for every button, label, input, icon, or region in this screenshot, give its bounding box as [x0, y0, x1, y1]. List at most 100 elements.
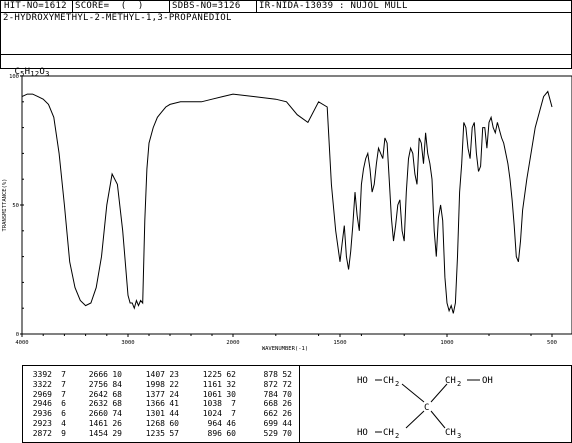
peak-transmittance: 30 — [226, 389, 236, 399]
peak-row: 1407 23 — [139, 370, 179, 380]
peak-wavenumber: 1366 — [145, 399, 165, 409]
peak-transmittance: 60 — [226, 428, 236, 438]
label-ch3-sub: 3 — [457, 432, 461, 440]
y-tick-label-50: 50 — [12, 203, 19, 209]
peak-transmittance: 68 — [112, 399, 122, 409]
table-structure-divider — [299, 366, 300, 442]
peak-transmittance: 70 — [282, 389, 292, 399]
peak-wavenumber: 699 — [263, 418, 278, 428]
label-ch3: CH — [445, 428, 456, 438]
formula-o-sub: 3 — [45, 70, 50, 78]
peak-transmittance: 10 — [112, 370, 122, 379]
peak-wavenumber: 2642 — [88, 389, 108, 399]
header-sep-1 — [72, 1, 73, 12]
x-axis-label: WAVENUMBER(-1) — [262, 346, 308, 352]
peak-row: 1225 62 — [196, 370, 236, 380]
peak-transmittance: 44 — [282, 418, 292, 428]
peak-transmittance: 26 — [282, 409, 292, 419]
peak-row: 1461 26 — [82, 419, 122, 429]
x-tick-label-2000: 2000 — [226, 340, 239, 346]
x-tick-label-3000: 3000 — [121, 340, 134, 346]
ir-info: IR-NIDA-13039 : NUJOL MULL — [259, 1, 408, 11]
peak-wavenumber: 3322 — [32, 379, 52, 389]
peak-row: 2872 9 — [26, 429, 66, 439]
peak-column: 2666 10 2756 84 2642 68 2632 68 2660 74 1461 26 1454… — [82, 370, 122, 439]
structure-diagram: HO CH 2 CH 2 OH C HO CH 2 CH 3 — [357, 376, 493, 440]
peak-row: 896 60 — [196, 429, 236, 439]
peak-wavenumber: 2666 — [88, 370, 108, 379]
formula-c: C — [14, 67, 21, 77]
peak-wavenumber: 964 — [207, 418, 222, 428]
peak-transmittance: 52 — [282, 370, 292, 379]
peak-wavenumber: 1235 — [145, 428, 165, 438]
peak-row: 662 26 — [252, 409, 292, 419]
ir-spectrum-chart: 4000 3000 2000 1500 1000 500 0 50 100 WAVENUMBER(… — [2, 74, 572, 352]
peak-row: 2660 74 — [82, 409, 122, 419]
formula-c-sub: 5 — [20, 70, 25, 78]
peak-transmittance: 74 — [112, 409, 122, 419]
peak-row: 3392 7 — [26, 370, 66, 380]
x-tick-label-4000: 4000 — [15, 340, 28, 346]
peak-wavenumber: 1998 — [145, 379, 165, 389]
peak-wavenumber: 1301 — [145, 409, 165, 419]
peak-transmittance: 84 — [112, 379, 122, 389]
peak-transmittance: 7 — [61, 370, 66, 379]
peak-row: 1268 60 — [139, 419, 179, 429]
peak-column: 878 52 872 72 784 70 668 26 662 26 699 44 529 70 — [252, 370, 292, 439]
peak-wavenumber: 872 — [263, 379, 278, 389]
header-divider-2 — [1, 54, 571, 55]
peak-wavenumber: 2632 — [88, 399, 108, 409]
peak-wavenumber: 1161 — [202, 379, 222, 389]
peak-transmittance: 7 — [61, 389, 66, 399]
peak-transmittance: 4 — [61, 418, 66, 428]
peak-wavenumber: 1268 — [145, 418, 165, 428]
peak-row: 872 72 — [252, 380, 292, 390]
chart-labels: 4000 3000 2000 1500 1000 500 0 50 100 WAVENUMBER(… — [2, 74, 557, 352]
peak-transmittance: 6 — [61, 409, 66, 419]
peak-wavenumber: 3392 — [32, 370, 52, 379]
peak-row: 2936 6 — [26, 409, 66, 419]
hit-no: HIT-NO=1612 — [4, 1, 67, 11]
peak-transmittance: 26 — [112, 418, 122, 428]
label-center-c: C — [424, 403, 429, 413]
peak-row: 2969 7 — [26, 390, 66, 400]
peak-transmittance: 70 — [282, 428, 292, 438]
peak-transmittance: 32 — [226, 379, 236, 389]
peak-transmittance: 60 — [169, 418, 179, 428]
peak-wavenumber: 1377 — [145, 389, 165, 399]
peak-row: 2756 84 — [82, 380, 122, 390]
peak-row: 1161 32 — [196, 380, 236, 390]
peak-row: 2666 10 — [82, 370, 122, 380]
header-sep-3 — [256, 1, 257, 12]
bond-c-to-ch3 — [430, 410, 446, 429]
label-ch2-top-left-sub: 2 — [395, 380, 399, 388]
peak-transmittance: 9 — [61, 428, 66, 438]
peak-transmittance: 22 — [169, 379, 179, 389]
peak-row: 3322 7 — [26, 380, 66, 390]
peak-row: 668 26 — [252, 399, 292, 409]
header-divider-1 — [1, 12, 571, 13]
x-tick-label-500: 500 — [547, 340, 557, 346]
label-ch2-top-left: CH — [383, 376, 394, 386]
peak-wavenumber: 1225 — [202, 370, 222, 379]
peak-transmittance: 41 — [169, 399, 179, 409]
y-axis-label: TRANSMITTANCE(%) — [2, 179, 8, 232]
compound-name: 2-HYDROXYMETHYL-2-METHYL-1,3-PROPANEDIOL — [3, 13, 232, 23]
peak-wavenumber: 668 — [263, 399, 278, 409]
peak-row: 1377 24 — [139, 390, 179, 400]
peak-transmittance: 29 — [112, 428, 122, 438]
peak-wavenumber: 2872 — [32, 428, 52, 438]
peak-transmittance: 68 — [112, 389, 122, 399]
peak-transmittance: 7 — [231, 409, 236, 419]
label-ch2-bottom-sub: 2 — [395, 432, 399, 440]
label-ch2-bottom: CH — [383, 428, 394, 438]
peak-wavenumber: 2969 — [32, 389, 52, 399]
label-ho-top: HO — [357, 376, 368, 386]
peak-row: 2642 68 — [82, 390, 122, 400]
peak-wavenumber: 878 — [263, 370, 278, 379]
peak-transmittance: 62 — [226, 370, 236, 379]
peak-wavenumber: 662 — [263, 409, 278, 419]
peak-row: 964 46 — [196, 419, 236, 429]
spectrum-line — [21, 90, 553, 314]
bond-c-to-top-right-ch2 — [430, 383, 448, 403]
